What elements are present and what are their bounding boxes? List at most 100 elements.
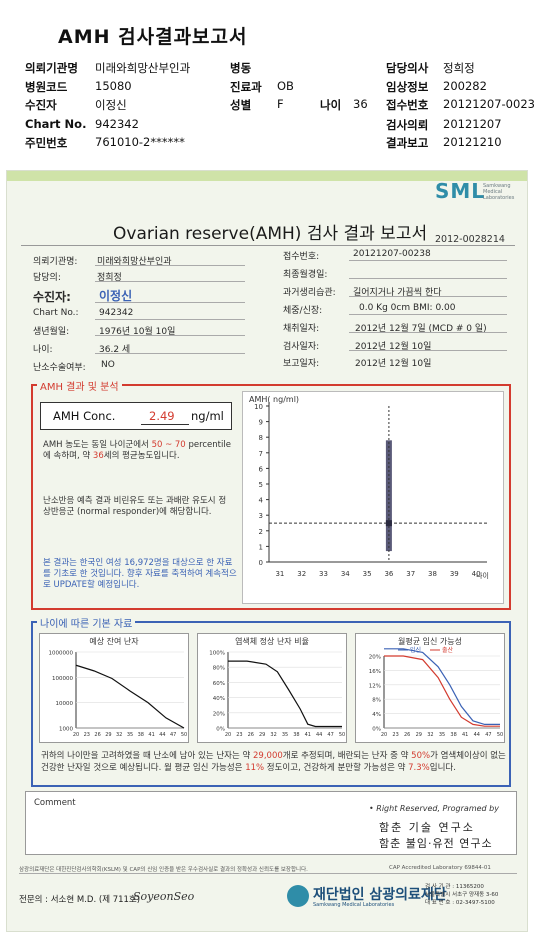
header-row: 주민번호 761010-2****** 결과보고 20121210 — [0, 135, 534, 153]
x-tick-label: 32 — [427, 732, 433, 738]
y-tick-label: 40% — [213, 696, 225, 702]
amh-conc-unit: ng/ml — [191, 409, 224, 423]
x-tick-label: 35 — [439, 732, 445, 738]
rights-text: • Right Reserved, Programed by — [369, 804, 499, 813]
info-label: 채취일자: — [283, 324, 320, 334]
underline — [95, 265, 245, 266]
normal-chromosome-svg: 0% 20% 40% 60% 80% 100% 20 23 26 29 32 35 38 41 44 47 50 — [209, 651, 345, 739]
patient-name: 이정신 — [99, 289, 133, 303]
amh-conc-value: 2.49 — [149, 409, 175, 423]
contact-line: 대 표 번 호 : 02-3497-5100 — [425, 900, 495, 906]
underline — [349, 260, 507, 261]
y-tick-label: 20% — [213, 711, 225, 717]
text-fragment: 귀하의 나이만을 고려하였을 때 난소에 남아 있는 난자는 약 — [41, 751, 251, 761]
series-line-1 — [384, 648, 500, 726]
amh-concentration-box: AMH Conc. 2.49 ng/ml — [40, 402, 232, 430]
x-tick-label: 29 — [105, 732, 111, 738]
chart-title: 예상 잔여 난자 — [89, 637, 139, 646]
responder-text: 난소반응 예측 결과 비린유도 또는 과배란 유도시 정상반응군 (normal… — [43, 496, 227, 517]
header-value: 36 — [353, 97, 368, 111]
x-tick-label: 50 — [339, 732, 345, 738]
x-tick-label: 20 — [381, 732, 387, 738]
contact-info: 검 사 기 관 : 11365200 서울특별시 서초구 양재동 3-60 대 … — [425, 883, 498, 907]
header-value: 미래와희망산부인과 — [95, 61, 191, 75]
footer-divider — [19, 873, 517, 874]
delivery-rate: 7.3% — [408, 763, 430, 773]
remaining-egg-count: 29,000 — [253, 751, 283, 761]
info-value: 2012년 12월 10일 — [355, 342, 432, 352]
header-label: 담당의사 — [386, 61, 429, 75]
foundation-subtitle: Samkwang Medical Laboratories — [313, 902, 395, 908]
remaining-eggs-chart: 예상 잔여 난자 1000 10000 100000 1000000 20 23 26 29 3… — [39, 633, 189, 743]
x-tick-label: 47 — [170, 732, 176, 738]
contact-line: 서울특별시 서초구 양재동 3-60 — [425, 892, 499, 898]
age-section-label: 나이에 따른 기본 자료 — [37, 615, 136, 630]
x-axis-title: 나이 — [476, 571, 489, 580]
info-value: 길어지거나 가끔씩 한다 — [353, 288, 442, 298]
x-tick-label: 38 — [138, 732, 144, 738]
x-tick-label: 44 — [474, 732, 480, 738]
patient-point — [385, 520, 392, 527]
header-label: 병동 — [230, 61, 252, 75]
header-label: 임상정보 — [386, 80, 429, 94]
x-tick-label: 47 — [327, 732, 333, 738]
header-row: 수진자 이정신 성별 F 나이 36 접수번호 20121207-00238 — [0, 97, 534, 115]
y-tick-label: 1000 — [59, 727, 73, 733]
y-tick-label: 10000 — [56, 701, 74, 707]
x-tick-label: 40 — [472, 570, 481, 578]
info-value: 36.2 세 — [99, 345, 131, 355]
text-fragment: AMH 농도는 동일 나이군에서 — [43, 440, 149, 450]
scanned-report: SML Samkwang Medical Laboratories Ovaria… — [6, 170, 528, 932]
info-label: 수진자: — [33, 290, 71, 304]
y-tick-label: 8% — [372, 698, 381, 704]
footer-accreditation: 삼광의료재단은 대한진단검사의학회(KSLM) 및 CAP의 신임 인증을 받은… — [19, 867, 308, 873]
normal-chromosome-chart: 염색체 정상 난자 비율 0% 20% 40% 60% 80% 100% 20 23 26 29 3… — [197, 633, 347, 743]
header-value: 20121207 — [443, 117, 502, 131]
y-axis-title: AMH( ng/ml) — [249, 395, 299, 404]
header-label: 나이 — [320, 98, 342, 112]
header-label: 진료과 — [230, 80, 262, 94]
contact-line: 검 사 기 관 : 11365200 — [425, 884, 484, 890]
info-label: 접수번호: — [283, 252, 320, 262]
x-tick-label: 35 — [127, 732, 133, 738]
x-tick-label: 26 — [404, 732, 410, 738]
series-line-2 — [384, 655, 500, 727]
equivalent-age: 36 — [92, 451, 104, 461]
header-value: 20121207-00238 — [443, 97, 534, 111]
y-tick-label: 9 — [259, 419, 263, 427]
institute-name-2: 함춘 불임·유전 연구소 — [379, 837, 493, 850]
y-tick-label: 60% — [213, 681, 225, 687]
info-label: 체중/신장: — [283, 306, 323, 316]
header-label: 주민번호 — [25, 136, 68, 150]
x-tick-label: 29 — [259, 732, 265, 738]
chart-title: 염색체 정상 난자 비율 — [235, 637, 309, 646]
y-tick-label: 8 — [259, 434, 263, 442]
comment-label: Comment — [34, 798, 76, 808]
sml-logo-subtitle: Samkwang Medical Laboratories — [483, 183, 515, 201]
amh-conc-underline — [141, 424, 189, 425]
x-tick-label: 37 — [406, 570, 415, 578]
y-tick-label: 100% — [209, 651, 225, 657]
report-title: Ovarian reserve(AMH) 검사 결과 보고서 — [113, 224, 428, 244]
x-tick-label: 47 — [485, 732, 491, 738]
normal-egg-ratio: 50% — [411, 751, 431, 761]
header-label: 성별 — [230, 98, 252, 112]
header-value: 이정신 — [95, 98, 127, 112]
info-value: 942342 — [99, 308, 134, 318]
y-tick-label: 1000000 — [49, 651, 74, 657]
foundation-logo-icon — [287, 885, 309, 907]
x-tick-label: 32 — [116, 732, 122, 738]
y-tick-label: 3 — [259, 512, 263, 520]
underline — [95, 302, 245, 303]
normal-chromosome-line — [228, 660, 342, 728]
legend-label: 출산 — [442, 646, 454, 654]
footer-cap: CAP Accredited Laboratory 69844-01 — [389, 865, 491, 871]
underline — [349, 314, 507, 315]
info-value: 2012년 12월 10일 — [355, 359, 432, 369]
sml-logo: SML — [435, 179, 486, 203]
x-tick-label: 36 — [384, 570, 393, 578]
header-value: 200282 — [443, 79, 487, 93]
header-value: 정희정 — [443, 61, 475, 75]
x-tick-label: 35 — [363, 570, 372, 578]
